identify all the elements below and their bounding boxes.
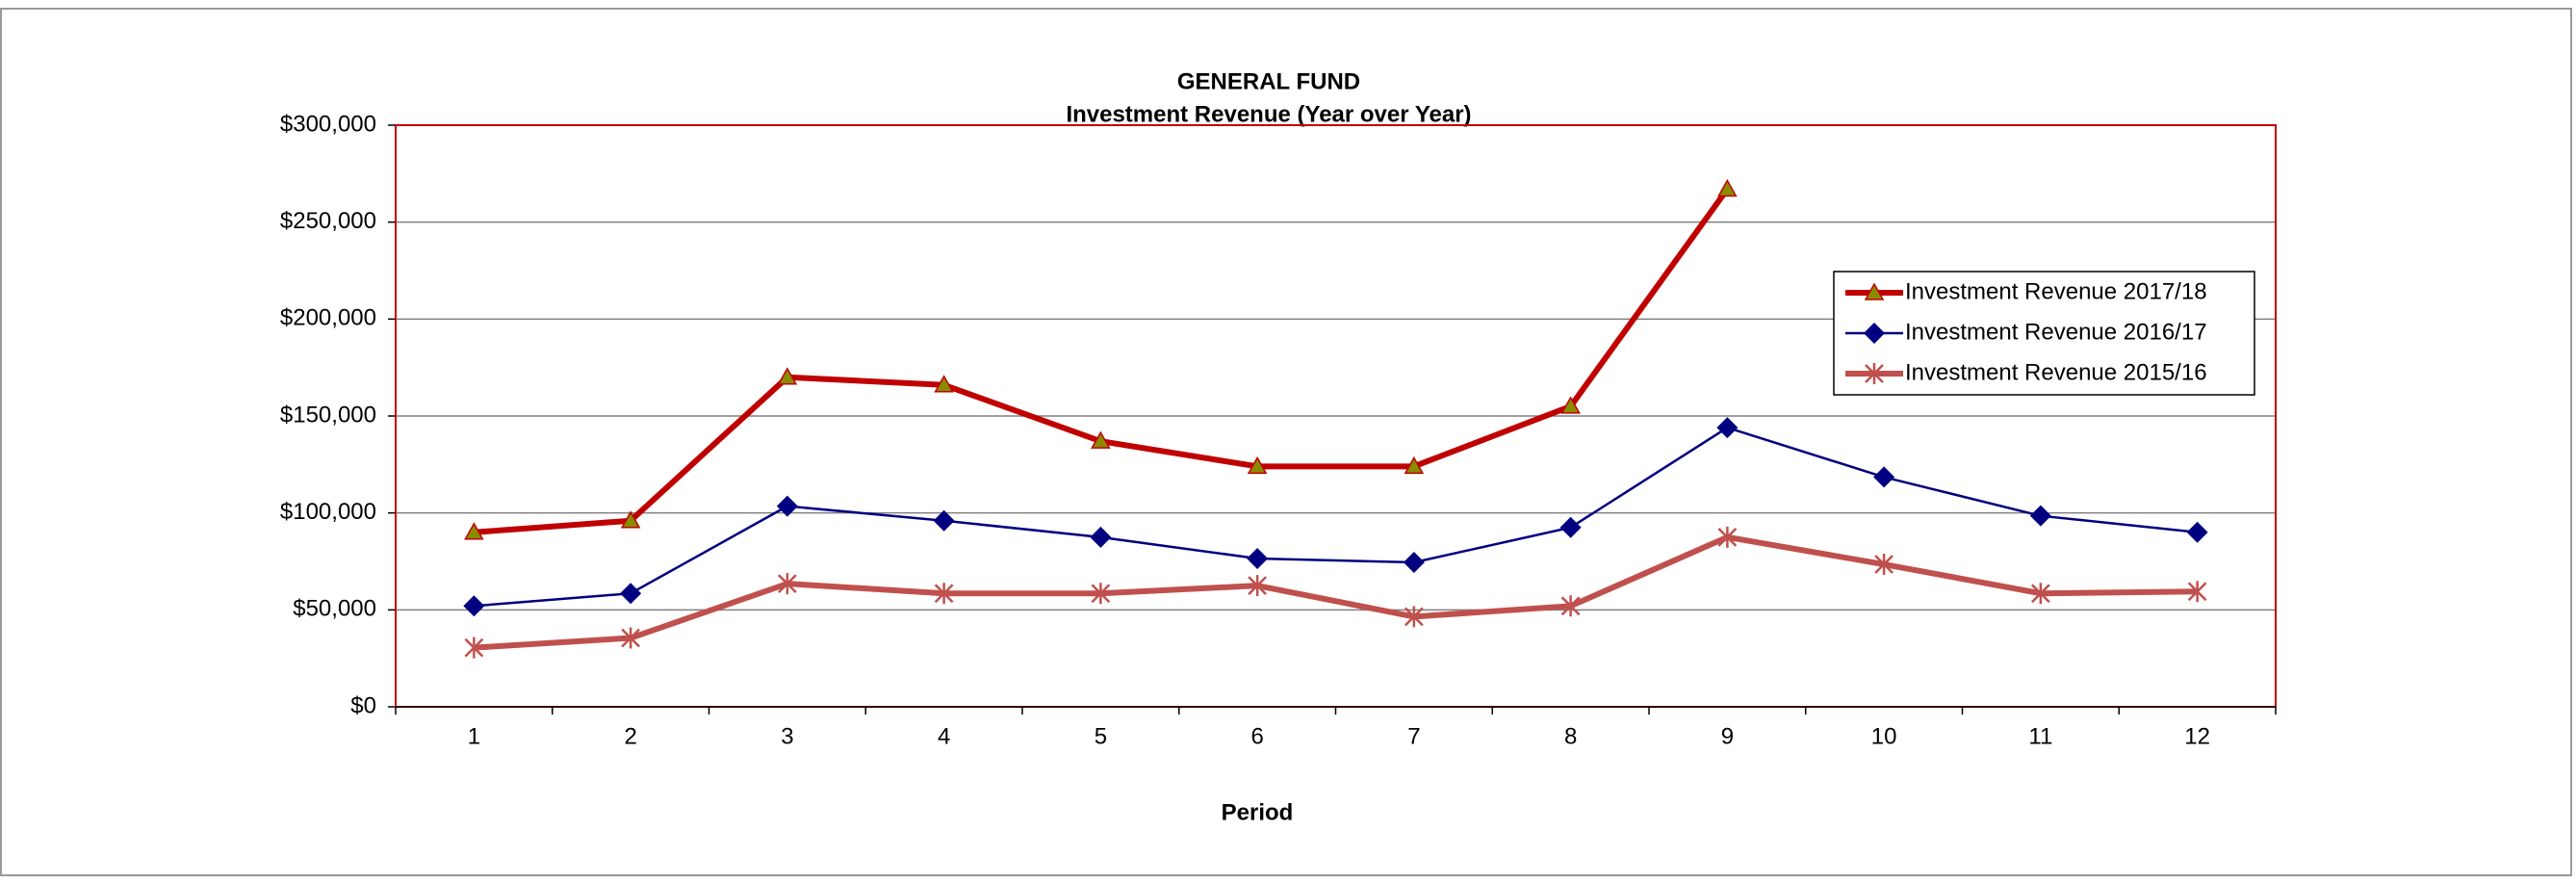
legend-label: Investment Revenue 2016/17 [1905, 319, 2207, 345]
marker [776, 495, 798, 517]
marker [777, 367, 798, 385]
marker [1865, 363, 1884, 384]
x-tick-label: 4 [938, 723, 950, 749]
marker [1864, 282, 1885, 300]
y-tick-label: $100,000 [280, 499, 376, 525]
marker [2029, 505, 2051, 527]
marker [1716, 417, 1739, 439]
marker [934, 583, 954, 605]
y-tick-label: $250,000 [280, 208, 376, 234]
marker [1090, 526, 1112, 548]
series-line [474, 187, 1730, 535]
x-tick-label: 3 [781, 723, 793, 749]
y-tick-label: $0 [350, 692, 376, 718]
marker [1248, 575, 1268, 597]
x-axis-label: Period [1222, 799, 1294, 825]
legend-label: Investment Revenue 2015/16 [1905, 359, 2207, 385]
marker [621, 627, 641, 649]
marker [1091, 583, 1111, 605]
legend: Investment Revenue 2017/18 Investment Rev… [1833, 271, 2255, 396]
marker [1247, 547, 1269, 569]
marker [1560, 396, 1581, 414]
marker [934, 375, 954, 393]
x-tick-label: 8 [1564, 723, 1577, 749]
marker [1874, 554, 1894, 576]
marker [1864, 323, 1885, 344]
marker [1560, 595, 1581, 617]
x-tick-label: 2 [624, 723, 636, 749]
marker [1247, 455, 1268, 475]
series-line [474, 533, 2198, 651]
marker [1404, 606, 1424, 628]
legend-label: Investment Revenue 2017/18 [1905, 278, 2207, 304]
marker [464, 637, 484, 659]
series-line [474, 426, 2198, 608]
marker [1717, 526, 1738, 548]
marker [1403, 552, 1425, 574]
x-tick-label: 1 [468, 723, 480, 749]
x-tick-label: 5 [1095, 723, 1107, 749]
marker [1873, 466, 1895, 488]
marker [2030, 583, 2050, 605]
marker [1559, 516, 1582, 538]
x-tick-label: 6 [1250, 723, 1263, 749]
marker [2187, 581, 2207, 603]
y-tick-label: $300,000 [280, 111, 376, 137]
chart-frame [0, 8, 2572, 876]
x-tick-label: 11 [2028, 723, 2052, 749]
marker [464, 522, 484, 540]
x-tick-label: 9 [1721, 723, 1734, 749]
x-tick-label: 10 [1871, 723, 1897, 749]
marker [777, 573, 797, 595]
marker [1404, 455, 1425, 475]
marker [463, 595, 485, 617]
marker [933, 509, 955, 532]
marker [2186, 521, 2208, 543]
y-tick-label: $150,000 [280, 402, 376, 428]
chart-subtitle: Investment Revenue (Year over Year) [1066, 101, 1471, 127]
legend-box [1833, 271, 2255, 396]
y-tick-label: $50,000 [293, 596, 376, 622]
chart-title: GENERAL FUND [1177, 68, 1360, 94]
marker [620, 510, 641, 529]
x-tick-label: 12 [2184, 723, 2210, 749]
marker [620, 583, 642, 605]
x-tick-label: 7 [1407, 723, 1420, 749]
marker [1091, 430, 1111, 449]
marker [1717, 178, 1738, 197]
y-tick-label: $200,000 [280, 305, 376, 331]
